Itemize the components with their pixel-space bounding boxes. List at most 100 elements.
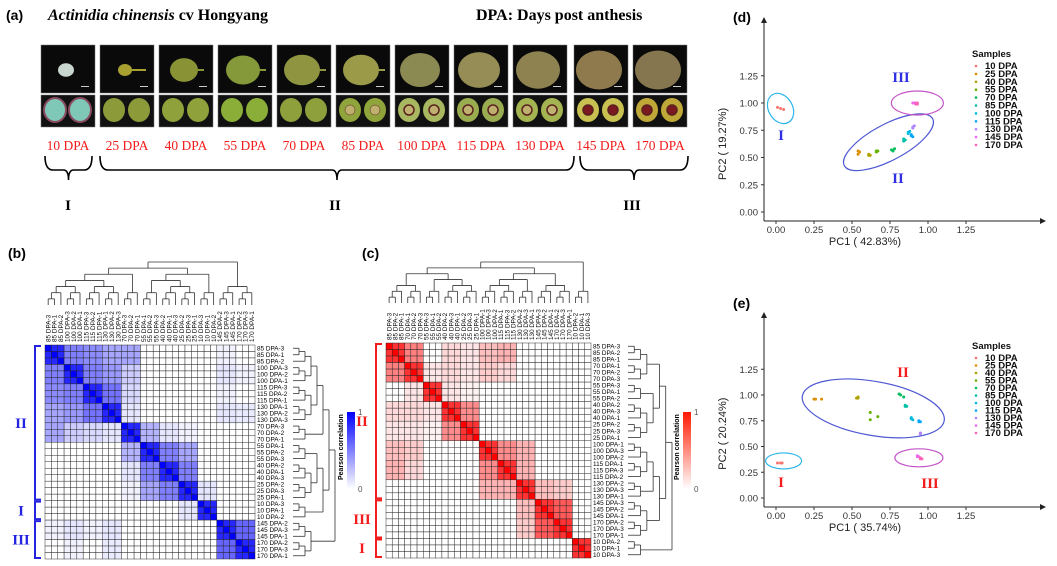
heatmap-cell: [416, 381, 424, 389]
heatmap-cell: [102, 480, 109, 488]
column-label: 40 DPA-3: [448, 312, 455, 340]
heatmap-cell: [491, 349, 499, 357]
heatmap-cell: [410, 453, 418, 461]
heatmap-cell: [565, 349, 573, 357]
heatmap-cell: [222, 545, 230, 553]
pca-plot-e: 0.000.250.500.751.001.250.00 0.25 0.50 0.75…: [717, 312, 1046, 534]
heatmap-cell: [89, 519, 97, 527]
heatmap-cell: [429, 531, 436, 539]
fruit-core: [666, 104, 678, 116]
heatmap-cell: [114, 461, 122, 469]
heatmap-cell: [423, 486, 430, 494]
fruit-cross-section: [305, 98, 327, 122]
heatmap-cell: [133, 390, 141, 398]
heatmap-cell: [485, 531, 492, 539]
heatmap-cell: [114, 416, 122, 424]
legend-item: 70 DPA: [985, 93, 1018, 104]
heatmap-cell: [404, 544, 412, 552]
heatmap-cell: [216, 370, 224, 378]
heatmap-cell: [76, 474, 84, 482]
heatmap-cell: [51, 435, 58, 443]
heatmap-cell: [553, 512, 561, 520]
stage-label: 130 DPA: [515, 138, 565, 153]
heatmap-cell: [140, 539, 148, 547]
x-tick-label: 0.50: [843, 511, 862, 522]
heatmap-cell: [534, 473, 542, 481]
heatmap-cell: [584, 447, 592, 454]
heatmap-cell: [578, 342, 586, 350]
heatmap-cell: [541, 407, 548, 415]
heatmap-cell: [404, 453, 412, 461]
column-label: 40 DPA-3: [173, 314, 180, 342]
heatmap-cell: [572, 447, 579, 454]
row-label: 115 DPA-1: [593, 461, 624, 468]
heatmap-cell: [460, 407, 467, 415]
heatmap-cell: [541, 342, 548, 350]
heatmap-cell: [95, 519, 103, 527]
heatmap-cell: [528, 538, 536, 546]
heatmap-cell: [478, 420, 486, 428]
heatmap-cell: [57, 467, 65, 475]
heatmap-cell: [76, 532, 84, 540]
heatmap-cell: [559, 407, 567, 415]
heatmap-cell: [178, 416, 186, 424]
heatmap-cell: [248, 409, 256, 417]
heatmap-cell: [184, 455, 192, 462]
heatmap-cell: [435, 551, 443, 559]
heatmap-cell: [222, 461, 230, 469]
heatmap-cell: [503, 473, 511, 481]
heatmap-cell: [398, 518, 405, 526]
row-label: 170 DPA-2: [257, 540, 288, 547]
heatmap-cell: [441, 499, 449, 507]
heatmap-cell: [127, 461, 135, 469]
heatmap-cell: [44, 467, 52, 475]
heatmap-cell: [584, 401, 592, 409]
heatmap-cell: [534, 447, 542, 454]
data-point: [899, 393, 903, 397]
heatmap-cell: [210, 409, 218, 417]
heatmap-cell: [216, 519, 224, 527]
column-label: 145 DPA-1: [230, 311, 237, 342]
heatmap-cell: [584, 388, 592, 396]
heatmap-cell: [114, 552, 122, 560]
row-label: 40 DPA-1: [257, 469, 285, 476]
heatmap-cell: [140, 364, 148, 372]
column-label: 130 DPA-2: [517, 309, 524, 340]
heatmap-cell: [178, 448, 186, 456]
heatmap-cell: [478, 414, 486, 422]
data-point: [858, 150, 862, 154]
heatmap-cell: [460, 349, 467, 357]
heatmap-cell: [242, 467, 249, 475]
cluster-ellipse: [764, 452, 803, 470]
heatmap-cell: [203, 390, 211, 398]
heatmap-cell: [497, 544, 505, 552]
heatmap-cell: [172, 364, 179, 372]
heatmap-cell: [95, 357, 103, 365]
heatmap-cell: [222, 513, 230, 521]
heatmap-cell: [82, 448, 90, 456]
heatmap-cell: [429, 401, 436, 409]
heatmap-cell: [146, 422, 154, 430]
heatmap-cell: [398, 381, 405, 389]
heatmap-cell: [121, 390, 128, 398]
heatmap-cell: [497, 531, 505, 539]
heatmap-cell: [404, 479, 412, 487]
heatmap-cell: [102, 364, 109, 372]
heatmap-cell: [491, 368, 499, 376]
heatmap-cell: [423, 381, 430, 389]
heatmap-cell: [385, 447, 393, 454]
heatmap-cell: [410, 460, 418, 468]
heatmap-cell: [485, 473, 492, 481]
heatmap-cell: [584, 499, 592, 507]
heatmap-cell: [541, 427, 548, 435]
heatmap-cell: [133, 500, 141, 508]
heatmap-cell: [114, 526, 122, 534]
heatmap-cell: [391, 427, 399, 435]
heatmap-cell: [242, 383, 249, 391]
heatmap-cell: [447, 342, 455, 350]
heatmap-cell: [70, 409, 78, 417]
heatmap-cell: [416, 453, 424, 461]
stage-label: 70 DPA: [283, 138, 326, 153]
heatmap-cell: [497, 381, 505, 389]
heatmap-cell: [398, 486, 405, 494]
